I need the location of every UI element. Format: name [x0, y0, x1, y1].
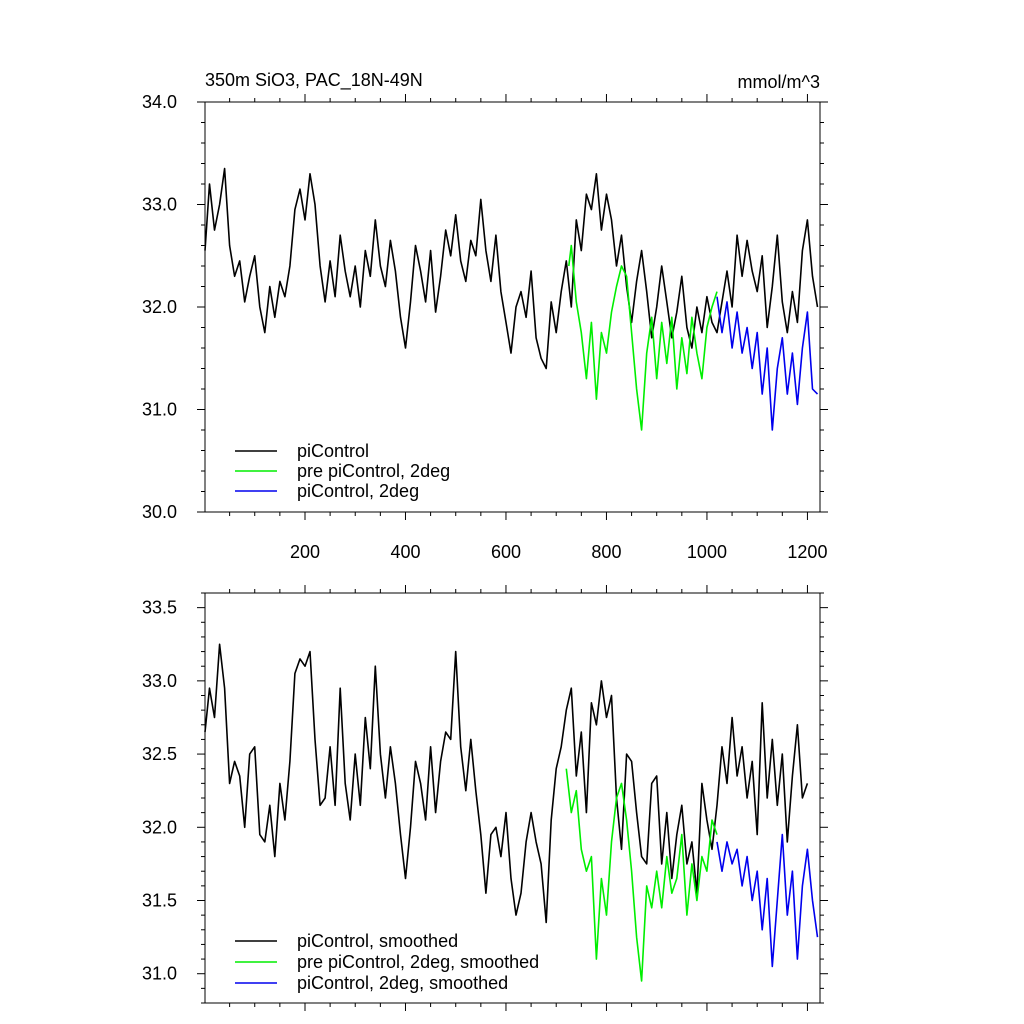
- x-tick-label: 200: [290, 542, 320, 562]
- series-line-picontrol-smoothed: [204, 643, 809, 924]
- x-tick-label: 800: [591, 542, 621, 562]
- x-tick-label: 400: [390, 542, 420, 562]
- legend-label: pre piControl, 2deg, smoothed: [297, 952, 539, 972]
- y-tick-label: 32.0: [142, 297, 177, 317]
- x-tick-label: 600: [491, 542, 521, 562]
- series-line-pre-picontrol-2deg: [568, 244, 718, 431]
- y-tick-label: 33.0: [142, 671, 177, 691]
- series-line-picontrol: [204, 167, 819, 370]
- series-line-picontrol-2deg: [716, 296, 819, 431]
- y-tick-label: 33.5: [142, 598, 177, 618]
- legend-label: pre piControl, 2deg: [297, 461, 450, 481]
- y-tick-label: 32.0: [142, 817, 177, 837]
- y-tick-label: 33.0: [142, 195, 177, 215]
- x-tick-label: 1000: [687, 542, 727, 562]
- units-label: mmol/m^3: [738, 72, 820, 92]
- y-tick-label: 31.0: [142, 964, 177, 984]
- series-line-pre-picontrol-2deg-smoothed: [565, 768, 718, 982]
- legend-label: piControl, 2deg, smoothed: [297, 973, 508, 993]
- y-tick-label: 34.0: [142, 92, 177, 112]
- legend-label: piControl, smoothed: [297, 931, 458, 951]
- legend-label: piControl, 2deg: [297, 481, 419, 501]
- series-line-picontrol-2deg-smoothed: [716, 833, 819, 968]
- x-tick-label: 1200: [787, 542, 827, 562]
- y-tick-label: 31.5: [142, 891, 177, 911]
- legend-label: piControl: [297, 441, 369, 461]
- chart-title: 350m SiO3, PAC_18N-49N: [205, 70, 423, 91]
- y-tick-label: 31.0: [142, 400, 177, 420]
- y-tick-label: 30.0: [142, 502, 177, 522]
- y-tick-label: 32.5: [142, 744, 177, 764]
